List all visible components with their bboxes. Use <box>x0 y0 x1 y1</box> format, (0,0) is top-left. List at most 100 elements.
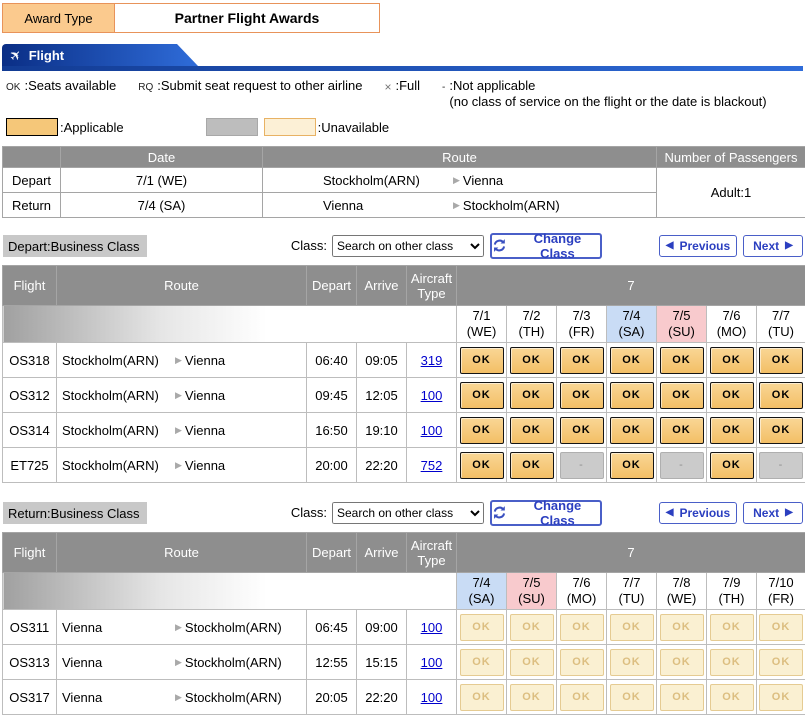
next-button[interactable]: Next ▶ <box>743 235 803 257</box>
flight-row: OS313 Vienna▶Stockholm(ARN) 12:55 15:15 … <box>3 645 805 680</box>
summary-col-date: Date <box>61 147 263 168</box>
flight-row: OS311 Vienna▶Stockholm(ARN) 06:45 09:00 … <box>3 610 805 645</box>
passenger-count: Adult:1 <box>657 168 805 218</box>
gray-swatch <box>206 118 258 136</box>
return-origin: Vienna <box>323 198 453 213</box>
ok-button-unavailable: OK <box>660 649 704 676</box>
class-select[interactable]: Search on other class <box>332 502 484 524</box>
ok-button[interactable]: OK <box>560 417 604 444</box>
ok-button[interactable]: OK <box>460 347 504 374</box>
ok-button[interactable]: OK <box>510 382 554 409</box>
ok-button[interactable]: OK <box>460 382 504 409</box>
ok-button[interactable]: OK <box>510 417 554 444</box>
aircraft-type-link[interactable]: 100 <box>421 620 443 635</box>
ok-button-unavailable: OK <box>759 649 803 676</box>
arrive-time: 22:20 <box>357 448 407 483</box>
availability-cell: OK <box>707 343 757 378</box>
col-aircraft: Aircraft Type <box>407 266 457 306</box>
depart-time: 06:45 <box>307 610 357 645</box>
rq-text: :Submit seat request to other airline <box>157 78 362 94</box>
ok-button[interactable]: OK <box>710 347 754 374</box>
aircraft-type-link[interactable]: 100 <box>421 690 443 705</box>
ok-button[interactable]: OK <box>660 382 704 409</box>
ok-button[interactable]: OK <box>710 452 754 479</box>
ok-button[interactable]: OK <box>759 417 803 444</box>
availability-cell: OK <box>657 610 707 645</box>
na-text-line1: :Not applicable <box>449 78 766 94</box>
applicable-label: :Applicable <box>60 120 124 135</box>
ok-button[interactable]: OK <box>460 452 504 479</box>
ok-button-unavailable: OK <box>460 614 504 641</box>
availability-cell: OK <box>707 645 757 680</box>
ok-button[interactable]: OK <box>660 347 704 374</box>
depart-origin: Stockholm(ARN) <box>323 173 453 188</box>
availability-cell: OK <box>557 610 607 645</box>
ok-button[interactable]: OK <box>610 347 654 374</box>
ok-button[interactable]: OK <box>710 417 754 444</box>
ok-button[interactable]: OK <box>460 417 504 444</box>
return-destination: Stockholm(ARN) <box>463 198 560 213</box>
change-class-button[interactable]: Change Class <box>490 500 602 526</box>
availability-cell: OK <box>507 413 557 448</box>
aircraft-type-link[interactable]: 752 <box>421 458 443 473</box>
legend-full: × :Full <box>384 78 420 95</box>
availability-cell: - <box>757 448 805 483</box>
ok-button[interactable]: OK <box>510 347 554 374</box>
depart-toolbar: Depart:Business Class Class: Search on o… <box>2 232 804 259</box>
availability-cell: OK <box>607 378 657 413</box>
ok-button[interactable]: OK <box>759 347 803 374</box>
na-text-line2: (no class of service on the flight or th… <box>449 94 766 110</box>
aircraft-type-link[interactable]: 100 <box>421 655 443 670</box>
aircraft-type: 100 <box>407 413 457 448</box>
ok-button[interactable]: OK <box>510 452 554 479</box>
ok-button[interactable]: OK <box>660 417 704 444</box>
ok-button[interactable]: OK <box>610 382 654 409</box>
depart-time: 12:55 <box>307 645 357 680</box>
depart-time: 09:45 <box>307 378 357 413</box>
arrive-time: 15:15 <box>357 645 407 680</box>
legend-symbols: OK :Seats available RQ :Submit seat requ… <box>6 78 804 110</box>
col-arrive: Arrive <box>357 266 407 306</box>
itinerary-summary-table: Date Route Number of Passengers Depart 7… <box>2 146 805 218</box>
depart-row-label: Depart <box>3 168 61 193</box>
flight-number: OS318 <box>3 343 57 378</box>
ok-button[interactable]: OK <box>560 382 604 409</box>
ok-button-unavailable: OK <box>660 684 704 711</box>
availability-cell: OK <box>557 645 607 680</box>
previous-arrow-icon: ◀ <box>666 507 674 518</box>
aircraft-type-link[interactable]: 319 <box>421 353 443 368</box>
arrive-time: 22:20 <box>357 680 407 715</box>
ok-button[interactable]: OK <box>759 382 803 409</box>
unavailable-label: :Unavailable <box>318 120 390 135</box>
arrive-time: 09:00 <box>357 610 407 645</box>
return-toolbar: Return:Business Class Class: Search on o… <box>2 499 804 526</box>
col-depart: Depart <box>307 266 357 306</box>
depart-section-title: Depart:Business Class <box>3 235 147 257</box>
flight-number: OS317 <box>3 680 57 715</box>
col-route: Route <box>57 533 307 573</box>
next-button[interactable]: Next ▶ <box>743 502 803 524</box>
ok-button[interactable]: OK <box>610 417 654 444</box>
route-arrow-icon: ▶ <box>453 200 460 211</box>
ok-button[interactable]: OK <box>710 382 754 409</box>
aircraft-type: 319 <box>407 343 457 378</box>
date-cell: 7/2(TH) <box>507 306 557 343</box>
flight-number: OS312 <box>3 378 57 413</box>
ok-button-unavailable: OK <box>710 614 754 641</box>
flight-tab-label: Flight <box>29 48 64 63</box>
previous-button[interactable]: ◀ Previous <box>659 502 737 524</box>
ok-button[interactable]: OK <box>610 452 654 479</box>
date-cell: 7/3(FR) <box>557 306 607 343</box>
ok-button-unavailable: OK <box>759 614 803 641</box>
change-class-button[interactable]: Change Class <box>490 233 602 259</box>
month-header: 7 <box>457 533 805 573</box>
full-text: :Full <box>395 78 420 94</box>
flight-route: Stockholm(ARN)▶Vienna <box>57 378 307 413</box>
class-select[interactable]: Search on other class <box>332 235 484 257</box>
aircraft-type-link[interactable]: 100 <box>421 423 443 438</box>
aircraft-type-link[interactable]: 100 <box>421 388 443 403</box>
previous-button[interactable]: ◀ Previous <box>659 235 737 257</box>
previous-label: Previous <box>680 239 731 253</box>
tab-flight[interactable]: ✈ Flight <box>2 44 198 66</box>
ok-button[interactable]: OK <box>560 347 604 374</box>
